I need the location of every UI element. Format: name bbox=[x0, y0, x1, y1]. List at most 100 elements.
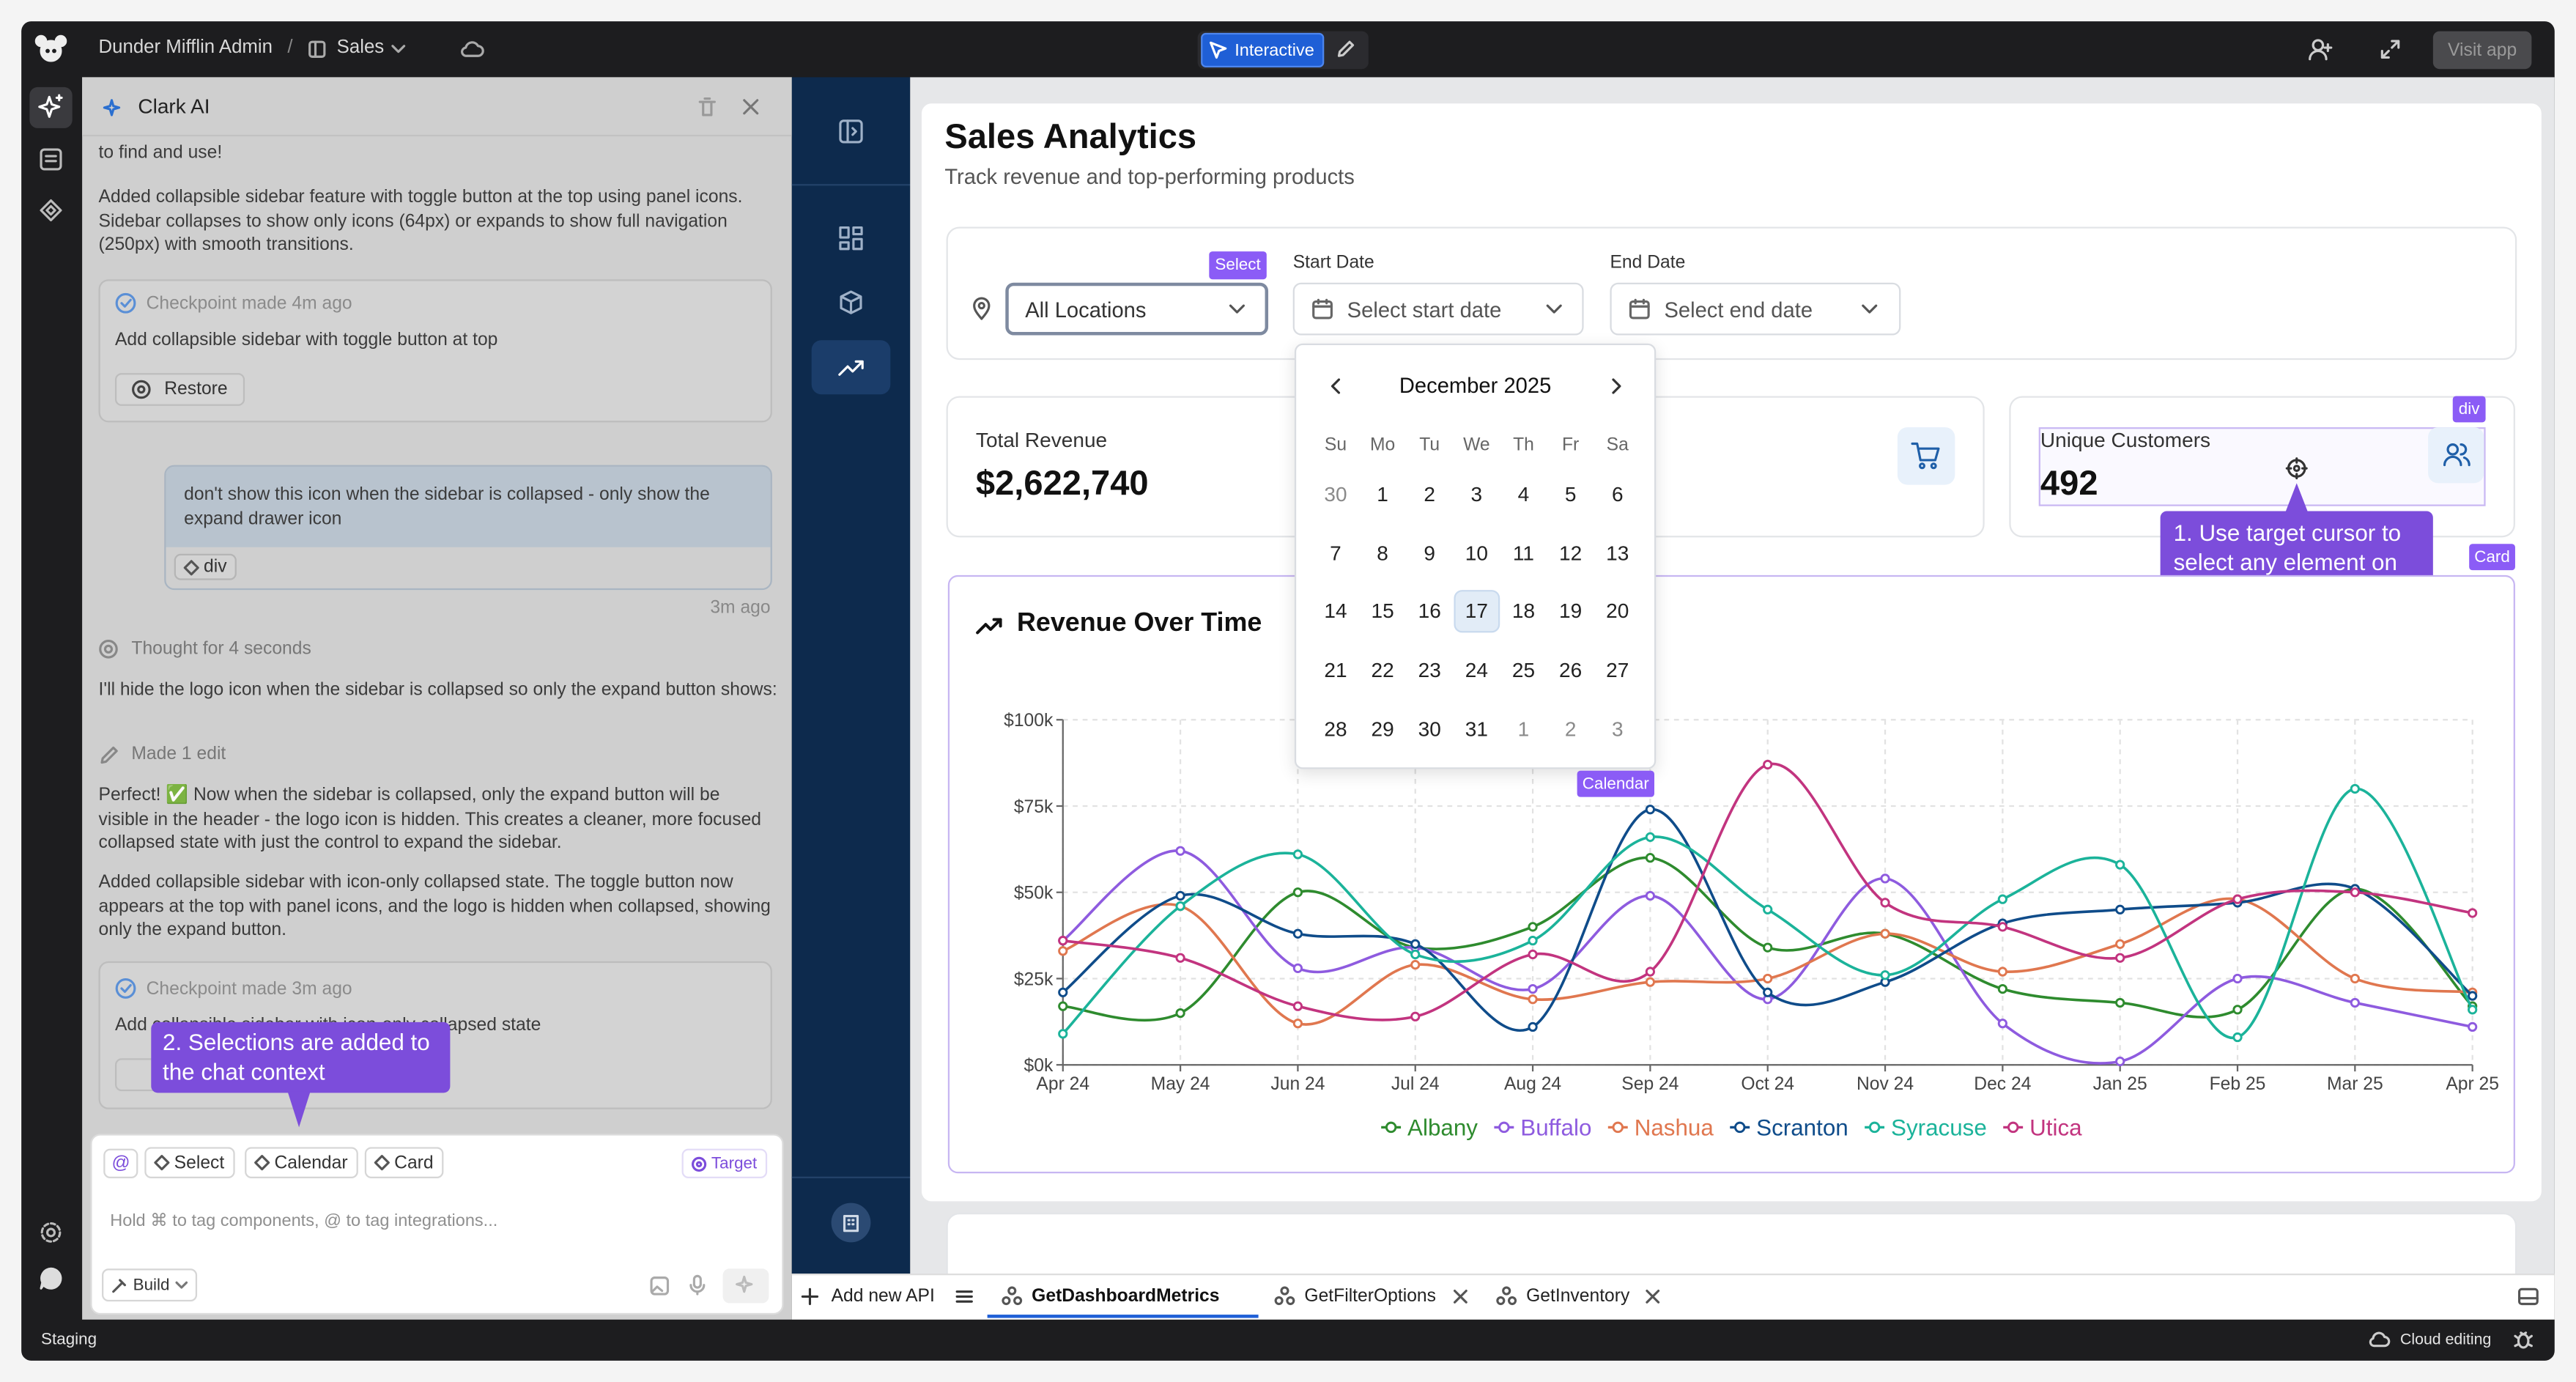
sidebar-toggle-icon[interactable] bbox=[839, 119, 863, 144]
api-tab[interactable]: GetFilterOptions bbox=[1304, 1286, 1436, 1307]
x-tick-label: Nov 24 bbox=[1857, 1074, 1914, 1094]
data-point bbox=[2350, 973, 2360, 984]
panel-icon[interactable] bbox=[2517, 1287, 2539, 1306]
calendar-day[interactable]: 11 bbox=[1512, 542, 1535, 565]
calendar-day[interactable]: 21 bbox=[1324, 659, 1347, 682]
calendar-day[interactable]: 17 bbox=[1453, 590, 1500, 634]
invite-icon[interactable] bbox=[2308, 38, 2333, 61]
calendar-day[interactable]: 12 bbox=[1559, 542, 1583, 565]
restore-button[interactable] bbox=[114, 373, 245, 406]
context-chip[interactable]: Calendar bbox=[245, 1147, 358, 1178]
data-point bbox=[2115, 953, 2125, 963]
cloud-icon bbox=[461, 41, 484, 57]
context-chip[interactable]: div bbox=[174, 553, 237, 580]
calendar-day[interactable]: 27 bbox=[1606, 659, 1629, 682]
visit-app-button[interactable]: Visit app bbox=[2432, 31, 2532, 70]
calendar-day[interactable]: 5 bbox=[1564, 483, 1577, 506]
data-point bbox=[1997, 967, 2007, 977]
calendar-day[interactable]: 20 bbox=[1606, 600, 1629, 624]
mic-icon[interactable] bbox=[689, 1274, 706, 1296]
data-point bbox=[1292, 1001, 1303, 1011]
api-tab-active[interactable]: GetDashboardMetrics bbox=[1032, 1286, 1220, 1307]
mode-button[interactable]: Build bbox=[102, 1268, 198, 1302]
help-icon[interactable] bbox=[40, 1267, 62, 1290]
y-tick-label: $100k bbox=[1004, 711, 1054, 731]
calendar-day[interactable]: 8 bbox=[1377, 542, 1388, 565]
calendar-day[interactable]: 28 bbox=[1324, 717, 1347, 741]
image-icon[interactable] bbox=[650, 1276, 670, 1296]
calendar-day[interactable]: 3 bbox=[1611, 717, 1624, 741]
prev-month[interactable] bbox=[1329, 378, 1341, 394]
calendar-day[interactable]: 13 bbox=[1606, 542, 1629, 565]
data-point bbox=[2468, 1005, 2478, 1015]
close-tab[interactable] bbox=[1453, 1289, 1467, 1304]
settings-icon[interactable] bbox=[40, 1221, 62, 1244]
debug-icon[interactable] bbox=[2514, 1329, 2534, 1349]
calendar-day[interactable]: 1 bbox=[1517, 717, 1530, 741]
calendar-day[interactable]: 10 bbox=[1465, 542, 1488, 565]
calendar-day[interactable]: 1 bbox=[1377, 483, 1388, 506]
calendar-day[interactable]: 23 bbox=[1418, 659, 1441, 682]
calendar-day[interactable]: 22 bbox=[1371, 659, 1394, 682]
calendar-day[interactable]: 24 bbox=[1465, 659, 1488, 682]
calendar-day[interactable]: 30 bbox=[1324, 483, 1347, 506]
app-name[interactable]: Dunder Mifflin Admin bbox=[98, 37, 273, 58]
calendar-day[interactable]: 9 bbox=[1424, 542, 1435, 565]
calendar-day[interactable]: 4 bbox=[1517, 483, 1530, 506]
pages-icon[interactable] bbox=[40, 148, 62, 171]
calendar-day[interactable]: 16 bbox=[1418, 600, 1441, 624]
calendar-day[interactable]: 7 bbox=[1330, 542, 1341, 565]
context-chip[interactable]: Select bbox=[144, 1147, 234, 1178]
chevron-icon bbox=[391, 45, 406, 53]
next-month[interactable] bbox=[1612, 378, 1624, 394]
dashboard-icon[interactable] bbox=[839, 226, 863, 251]
chip-label: Card bbox=[394, 1153, 434, 1173]
stat-label: Total Revenue bbox=[975, 429, 1108, 452]
add-icon[interactable] bbox=[801, 1287, 819, 1306]
chat-header bbox=[82, 77, 792, 137]
calendar-day[interactable]: 2 bbox=[1424, 483, 1435, 506]
delete-icon[interactable] bbox=[698, 97, 717, 117]
user-avatar[interactable] bbox=[831, 1202, 871, 1243]
data-point bbox=[1997, 894, 2007, 904]
calendar-day[interactable]: 25 bbox=[1511, 659, 1536, 682]
components-icon[interactable] bbox=[40, 199, 62, 222]
mention-button[interactable]: @ bbox=[103, 1148, 138, 1178]
add-api-button[interactable]: Add new API bbox=[831, 1286, 935, 1307]
page-name[interactable]: Sales bbox=[336, 37, 385, 58]
close-icon[interactable] bbox=[743, 99, 759, 115]
calendar-day[interactable]: 31 bbox=[1465, 717, 1488, 741]
x-tick-label: Jan 25 bbox=[2093, 1074, 2147, 1094]
x-tick-label: Feb 25 bbox=[2210, 1074, 2266, 1094]
start-date-input[interactable]: Select start date bbox=[1292, 282, 1584, 336]
calendar-day[interactable]: 2 bbox=[1564, 717, 1577, 741]
end-date-input[interactable]: Select end date bbox=[1610, 282, 1901, 336]
edit-icon[interactable] bbox=[1336, 40, 1355, 59]
location-select[interactable]: All Locations bbox=[1005, 282, 1269, 336]
calendar-day[interactable]: 29 bbox=[1371, 717, 1394, 741]
calendar-day[interactable]: 26 bbox=[1559, 659, 1583, 682]
calendar-day[interactable]: 14 bbox=[1324, 600, 1347, 624]
nav-active[interactable] bbox=[811, 340, 891, 395]
api-tab[interactable]: GetInventory bbox=[1526, 1286, 1630, 1307]
target-button[interactable]: Target bbox=[681, 1148, 767, 1178]
data-point bbox=[2115, 860, 2125, 870]
calendar-day[interactable]: 18 bbox=[1511, 600, 1536, 624]
ai-icon[interactable] bbox=[38, 94, 64, 120]
close-tab[interactable] bbox=[1646, 1289, 1660, 1304]
calendar-day[interactable]: 6 bbox=[1611, 483, 1624, 506]
context-chip[interactable]: Card bbox=[364, 1147, 444, 1178]
check-icon bbox=[115, 292, 136, 314]
menu-icon[interactable] bbox=[955, 1290, 973, 1303]
data-point bbox=[1763, 987, 1773, 997]
calendar-day[interactable]: 15 bbox=[1371, 600, 1394, 624]
data-point bbox=[2350, 997, 2360, 1008]
cart-icon bbox=[1911, 442, 1940, 470]
calendar-day[interactable]: 3 bbox=[1470, 483, 1483, 506]
data-point bbox=[1292, 887, 1303, 898]
expand-icon[interactable] bbox=[2380, 40, 2400, 59]
calendar-day[interactable]: 30 bbox=[1418, 717, 1441, 741]
calendar-day[interactable]: 19 bbox=[1559, 600, 1583, 624]
inventory-icon[interactable] bbox=[840, 290, 862, 314]
divider bbox=[791, 184, 911, 186]
